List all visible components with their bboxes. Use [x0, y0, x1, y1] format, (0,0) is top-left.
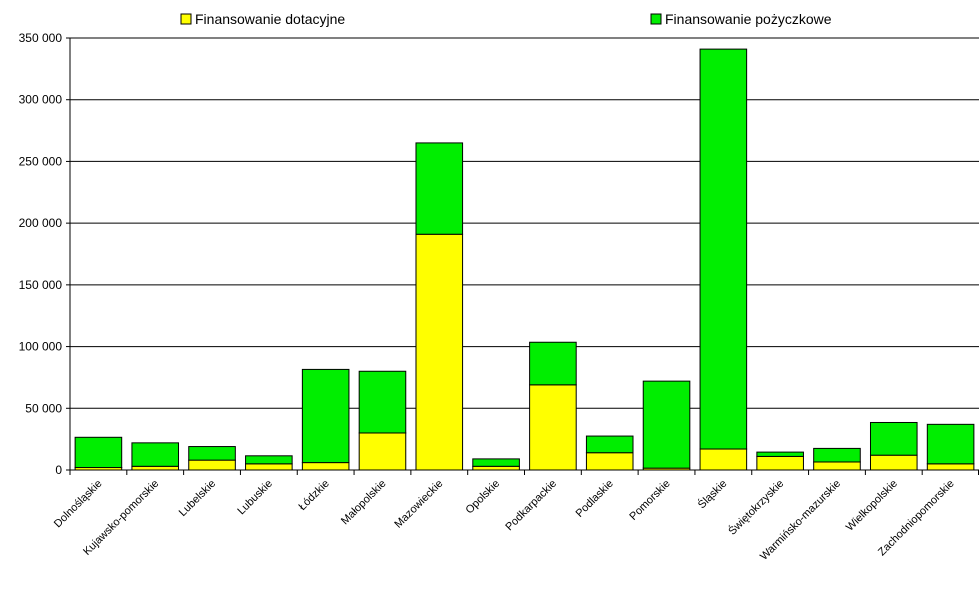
x-tick-label: Lubelskie [177, 478, 218, 519]
legend: Finansowanie dotacyjne Finansowanie pożyc… [180, 11, 832, 27]
x-tick-label: Łódzkie [296, 478, 331, 513]
bar-segment-pozyczkowe [358, 370, 407, 434]
y-tick-label: 50 000 [25, 401, 62, 415]
bars [74, 48, 975, 471]
axes [66, 37, 979, 475]
x-tick-label: Śląskie [695, 477, 729, 511]
bar-segment-pozyczkowe [131, 442, 180, 467]
bar-segment-pozyczkowe [245, 455, 293, 465]
y-tick-label: 200 000 [19, 216, 63, 230]
bar-segment-dotacyjne [926, 463, 975, 471]
bar-segment-pozyczkowe [642, 380, 691, 469]
bar-segment-pozyczkowe [813, 447, 861, 463]
bar-segment-dotacyjne [131, 465, 180, 471]
y-tick-label: 350 000 [19, 31, 63, 45]
bar-segment-pozyczkowe [585, 435, 634, 454]
bar-segment-pozyczkowe [869, 421, 918, 456]
y-tick-label: 300 000 [19, 93, 63, 107]
bar-segment-dotacyjne [585, 452, 634, 471]
bar-segment-dotacyjne [301, 462, 350, 471]
bar-segment-dotacyjne [699, 448, 748, 471]
bar-segment-dotacyjne [472, 465, 520, 471]
bar-segment-pozyczkowe [74, 436, 123, 469]
bar-segment-dotacyjne [756, 455, 804, 471]
x-tick-label: Wielkopolskie [844, 478, 900, 534]
x-tick-label: Opolskie [463, 478, 502, 517]
bar-segment-dotacyjne [415, 233, 464, 471]
y-tick-labels: 0 50 000 100 000 150 000 200 000 250 000 300 0… [19, 31, 63, 477]
bar-segment-pozyczkowe [188, 446, 236, 461]
legend-swatch [180, 13, 192, 25]
bar-segment-pozyczkowe [756, 451, 804, 457]
x-tick-label: Podkarpackie [503, 478, 559, 534]
bar-segment-dotacyjne [813, 461, 861, 471]
legend-label: Finansowanie pożyczkowe [665, 11, 832, 27]
bar-segment-pozyczkowe [472, 458, 520, 467]
gridlines [70, 37, 979, 409]
bar-segment-pozyczkowe [529, 341, 577, 386]
bar-segment-dotacyjne [869, 454, 918, 471]
bar-segment-dotacyjne [358, 432, 407, 471]
y-tick-label: 100 000 [19, 340, 63, 354]
x-tick-label: Lubuskie [235, 478, 275, 518]
bar-segment-dotacyjne [245, 463, 293, 471]
bar-segment-pozyczkowe [301, 368, 350, 464]
legend-swatch [650, 13, 662, 25]
x-tick-label: Świętokrzyskie [726, 477, 787, 538]
y-tick-label: 150 000 [19, 278, 63, 292]
legend-label: Finansowanie dotacyjne [195, 11, 345, 27]
y-tick-label: 250 000 [19, 154, 63, 168]
y-tick-label: 0 [55, 463, 62, 477]
x-tick-label: Mazowieckie [392, 478, 445, 531]
bar-segment-dotacyjne [188, 459, 236, 471]
x-tick-label: Dolnośląskie [52, 478, 105, 531]
x-tick-label: Małopolskie [339, 478, 389, 528]
bar-segment-dotacyjne [529, 384, 577, 471]
bar-segment-pozyczkowe [699, 48, 748, 450]
bar-segment-pozyczkowe [926, 423, 975, 465]
bar-segment-pozyczkowe [415, 142, 464, 235]
x-tick-label: Pomorskie [627, 478, 672, 523]
x-tick-label: Podlaskie [574, 478, 616, 520]
